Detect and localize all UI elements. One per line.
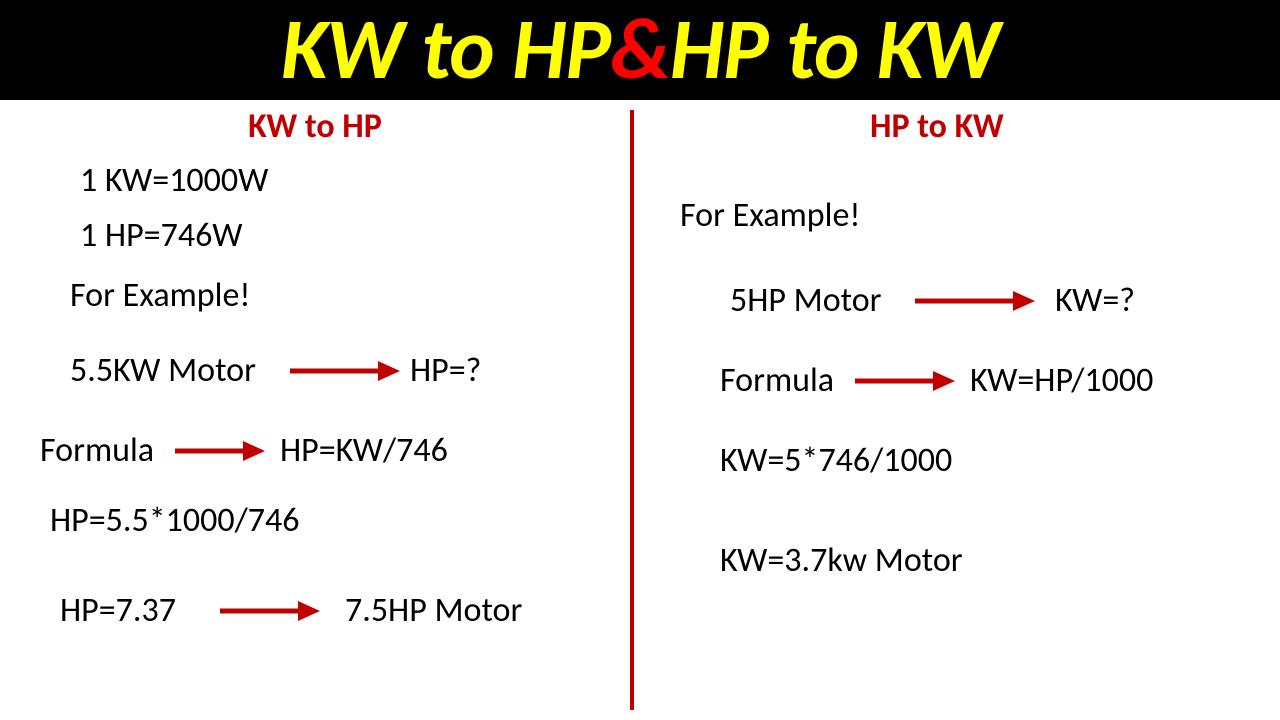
right-line4: KW=5*746/1000: [720, 440, 952, 481]
left-line6: HP=5.5*1000/746: [50, 500, 299, 541]
right-line3b: KW=HP/1000: [970, 360, 1153, 401]
right-heading: HP to KW: [870, 106, 1280, 147]
arrow-icon: [220, 598, 320, 624]
left-line3: For Example!: [70, 275, 250, 316]
right-line1: For Example!: [680, 195, 860, 236]
left-line1: 1 KW=1000W: [80, 160, 268, 201]
left-line7a: HP=7.37: [60, 590, 176, 631]
arrow-icon: [915, 288, 1035, 314]
left-line5a: Formula: [40, 430, 154, 471]
left-line7b: 7.5HP Motor: [345, 590, 522, 631]
left-line2: 1 HP=746W: [80, 215, 243, 256]
left-line4a: 5.5KW Motor: [70, 350, 256, 391]
right-line2a: 5HP Motor: [730, 280, 882, 321]
title-banner: KW to HP & HP to KW: [0, 0, 1280, 100]
left-column: KW to HP 1 KW=1000W 1 HP=746W For Exampl…: [0, 100, 630, 147]
right-column: HP to KW For Example! 5HP Motor KW=? For…: [640, 100, 1280, 147]
arrow-icon: [290, 358, 400, 384]
left-line5b: HP=KW/746: [280, 430, 448, 471]
banner-ampersand: &: [610, 7, 670, 93]
left-heading: KW to HP: [0, 106, 630, 147]
center-divider: [630, 110, 634, 710]
arrow-icon: [855, 368, 955, 394]
arrow-icon: [175, 438, 265, 464]
right-line3a: Formula: [720, 360, 834, 401]
right-line2b: KW=?: [1055, 280, 1135, 321]
banner-part1: KW to HP: [281, 7, 610, 93]
left-line4b: HP=?: [410, 350, 481, 391]
banner-part2: HP to KW: [670, 7, 999, 93]
right-line5: KW=3.7kw Motor: [720, 540, 963, 581]
content-area: KW to HP 1 KW=1000W 1 HP=746W For Exampl…: [0, 100, 1280, 720]
